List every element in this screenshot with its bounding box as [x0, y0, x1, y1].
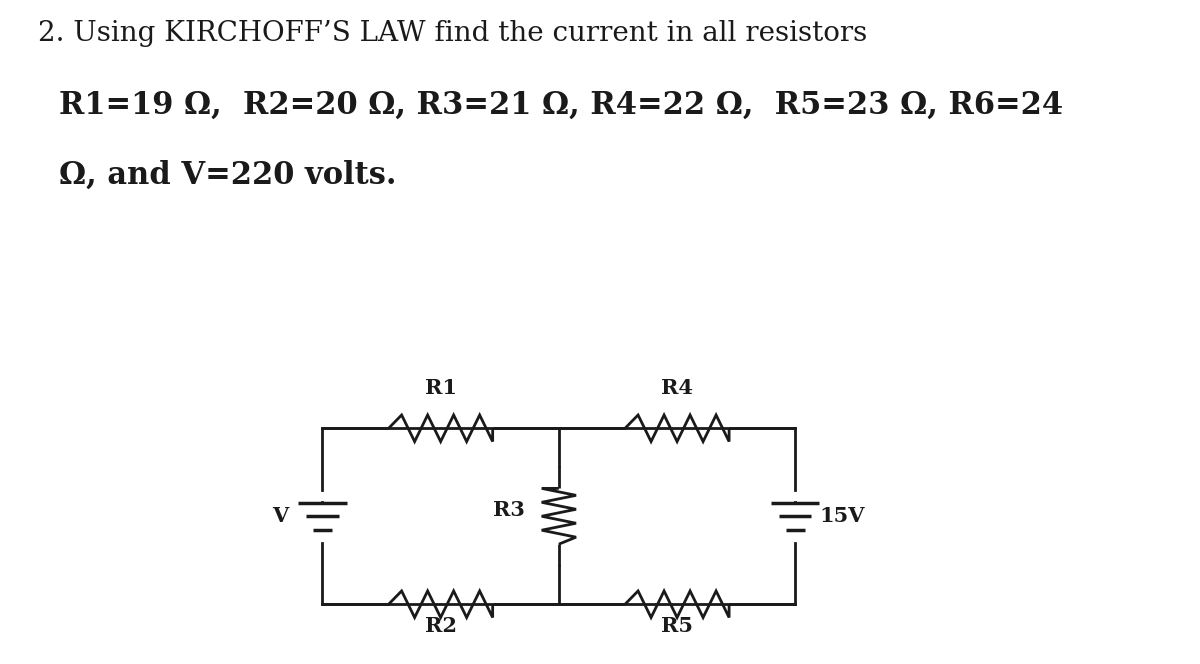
Text: R1: R1	[425, 378, 457, 398]
Text: 2. Using KIRCHOFF’S LAW find the current in all resistors: 2. Using KIRCHOFF’S LAW find the current…	[37, 20, 866, 47]
Text: Ω, and V=220 volts.: Ω, and V=220 volts.	[59, 159, 397, 191]
Text: R4: R4	[661, 378, 694, 398]
Text: V: V	[271, 506, 288, 527]
Text: R3: R3	[492, 499, 524, 520]
Text: R2: R2	[425, 616, 457, 636]
Text: R1=19 Ω,  R2=20 Ω, R3=21 Ω, R4=22 Ω,  R5=23 Ω, R6=24: R1=19 Ω, R2=20 Ω, R3=21 Ω, R4=22 Ω, R5=2…	[59, 90, 1063, 121]
Text: 15V: 15V	[818, 506, 864, 527]
Text: R5: R5	[661, 616, 694, 636]
